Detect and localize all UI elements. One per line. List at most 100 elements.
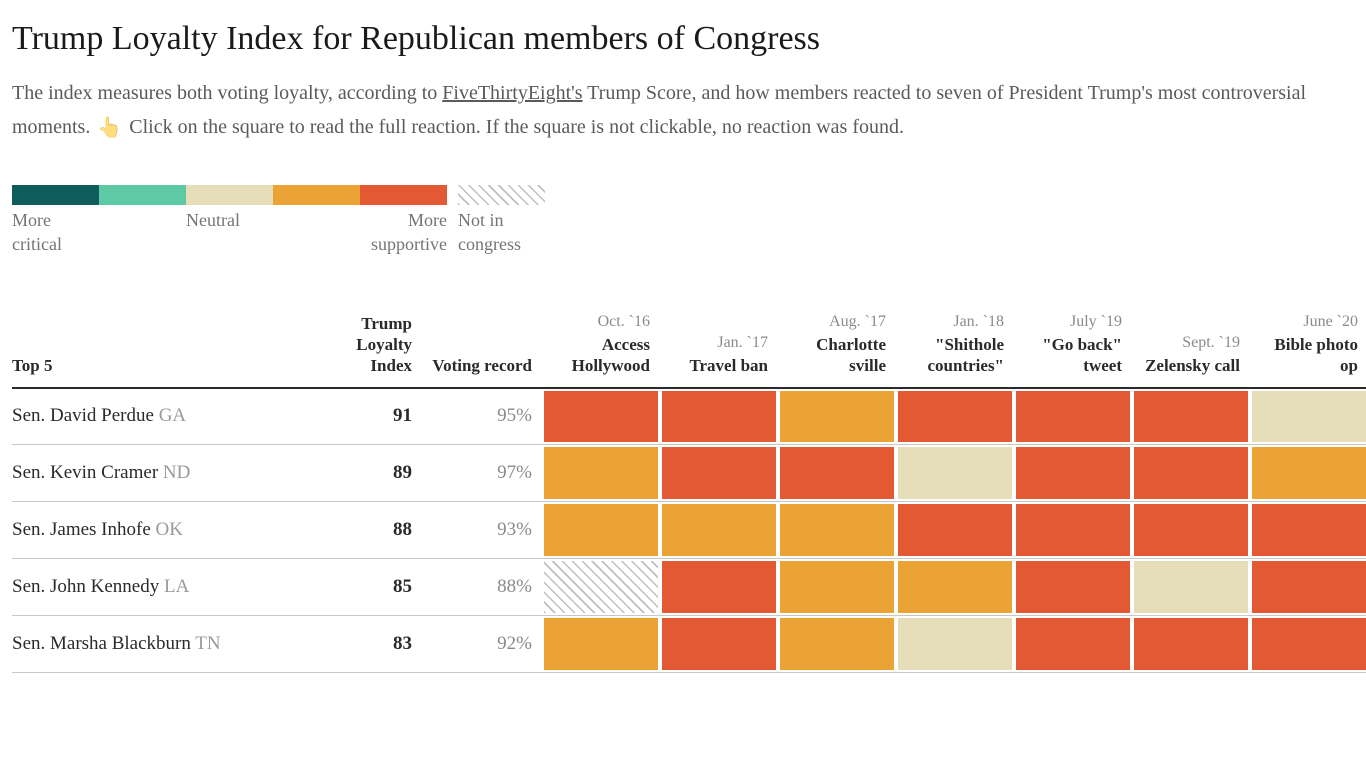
- page-title: Trump Loyalty Index for Republican membe…: [12, 20, 1354, 58]
- reaction-square[interactable]: [662, 561, 776, 613]
- loyalty-index-value: 88: [312, 502, 422, 559]
- reaction-square[interactable]: [1016, 504, 1130, 556]
- member-state: OK: [156, 519, 183, 540]
- reaction-square[interactable]: [898, 561, 1012, 613]
- legend-label-critical: More critical: [12, 209, 99, 256]
- reaction-cell: [778, 388, 896, 445]
- table-row: Sen. John Kennedy LA8588%: [12, 559, 1366, 616]
- reaction-square[interactable]: [544, 391, 658, 443]
- member-name-cell: Sen. David Perdue GA: [12, 388, 312, 445]
- reaction-cell: [896, 502, 1014, 559]
- reaction-square[interactable]: [1252, 618, 1366, 670]
- reaction-square[interactable]: [780, 447, 894, 499]
- reaction-square[interactable]: [662, 447, 776, 499]
- reaction-square[interactable]: [1134, 391, 1248, 443]
- table-row: Sen. Kevin Cramer ND8997%: [12, 445, 1366, 502]
- reaction-cell: [660, 502, 778, 559]
- legend-label-neutral: Neutral: [186, 209, 273, 256]
- reaction-square[interactable]: [662, 504, 776, 556]
- reaction-cell: [1014, 445, 1132, 502]
- legend-box-3: [273, 185, 360, 205]
- table-header-row: Top 5 Trump Loyalty Index Voting record …: [12, 306, 1366, 388]
- reaction-square[interactable]: [1016, 618, 1130, 670]
- loyalty-index-value: 85: [312, 559, 422, 616]
- legend-box-4: [360, 185, 447, 205]
- reaction-square[interactable]: [662, 618, 776, 670]
- reaction-square[interactable]: [780, 391, 894, 443]
- reaction-square[interactable]: [1134, 561, 1248, 613]
- reaction-square: [544, 561, 658, 613]
- reaction-square[interactable]: [662, 391, 776, 443]
- legend-box-hatched: [458, 185, 545, 205]
- reaction-square[interactable]: [1134, 447, 1248, 499]
- loyalty-index-value: 83: [312, 616, 422, 673]
- reaction-cell: [1250, 559, 1366, 616]
- reaction-cell: [778, 445, 896, 502]
- reaction-cell: [896, 559, 1014, 616]
- reaction-cell: [778, 502, 896, 559]
- header-event-label: Travel ban: [689, 356, 768, 375]
- reaction-cell: [542, 502, 660, 559]
- reaction-cell: [1132, 502, 1250, 559]
- reaction-square[interactable]: [898, 618, 1012, 670]
- header-event-6: June `20Bible photo op: [1250, 306, 1366, 388]
- header-event-label: "Go back" tweet: [1042, 335, 1122, 375]
- member-name-cell: Sen. Marsha Blackburn TN: [12, 616, 312, 673]
- reaction-square[interactable]: [898, 447, 1012, 499]
- voting-record-value: 95%: [422, 388, 542, 445]
- loyalty-table: Top 5 Trump Loyalty Index Voting record …: [12, 306, 1366, 673]
- subtitle-text-3: Click on the square to read the full rea…: [124, 116, 904, 138]
- reaction-cell: [1014, 502, 1132, 559]
- header-event-label: Access Hollywood: [572, 335, 650, 375]
- member-state: ND: [163, 462, 190, 483]
- reaction-square[interactable]: [1252, 561, 1366, 613]
- reaction-cell: [1132, 445, 1250, 502]
- reaction-cell: [542, 445, 660, 502]
- reaction-square[interactable]: [544, 504, 658, 556]
- reaction-square[interactable]: [898, 391, 1012, 443]
- reaction-square[interactable]: [1252, 391, 1366, 443]
- reaction-square[interactable]: [544, 618, 658, 670]
- header-event-date: July `19: [1024, 312, 1122, 332]
- header-event-date: June `20: [1260, 312, 1358, 332]
- legend-box-2: [186, 185, 273, 205]
- reaction-square[interactable]: [780, 504, 894, 556]
- reaction-cell: [660, 388, 778, 445]
- legend-scale-boxes: [12, 185, 1354, 205]
- reaction-cell: [660, 616, 778, 673]
- reaction-square[interactable]: [1016, 447, 1130, 499]
- table-row: Sen. Marsha Blackburn TN8392%: [12, 616, 1366, 673]
- reaction-square[interactable]: [544, 447, 658, 499]
- header-event-3: Jan. `18"Shithole countries": [896, 306, 1014, 388]
- legend-box-0: [12, 185, 99, 205]
- table-row: Sen. James Inhofe OK8893%: [12, 502, 1366, 559]
- click-icon: 👆: [97, 111, 122, 145]
- legend-box-1: [99, 185, 186, 205]
- reaction-square[interactable]: [1134, 618, 1248, 670]
- legend-label-supportive: More supportive: [360, 209, 447, 256]
- reaction-cell: [896, 616, 1014, 673]
- reaction-square[interactable]: [1016, 391, 1130, 443]
- reaction-square[interactable]: [780, 618, 894, 670]
- fivethirtyeight-link[interactable]: FiveThirtyEight's: [442, 82, 582, 104]
- reaction-square[interactable]: [898, 504, 1012, 556]
- reaction-cell: [1250, 502, 1366, 559]
- reaction-square[interactable]: [1134, 504, 1248, 556]
- voting-record-value: 97%: [422, 445, 542, 502]
- reaction-square[interactable]: [1252, 447, 1366, 499]
- subtitle-text-1: The index measures both voting loyalty, …: [12, 82, 442, 104]
- reaction-square[interactable]: [780, 561, 894, 613]
- reaction-cell: [778, 559, 896, 616]
- table-row: Sen. David Perdue GA9195%: [12, 388, 1366, 445]
- header-event-date: Oct. `16: [552, 312, 650, 332]
- header-event-date: Jan. `18: [906, 312, 1004, 332]
- header-loyalty-index: Trump Loyalty Index: [312, 306, 422, 388]
- reaction-cell: [1014, 559, 1132, 616]
- reaction-cell: [1014, 388, 1132, 445]
- reaction-cell: [1132, 388, 1250, 445]
- reaction-square[interactable]: [1252, 504, 1366, 556]
- legend-scale-labels: More critical Neutral More supportive No…: [12, 209, 1354, 256]
- header-event-0: Oct. `16 Access Hollywood: [542, 306, 660, 388]
- reaction-square[interactable]: [1016, 561, 1130, 613]
- reaction-cell: [1250, 616, 1366, 673]
